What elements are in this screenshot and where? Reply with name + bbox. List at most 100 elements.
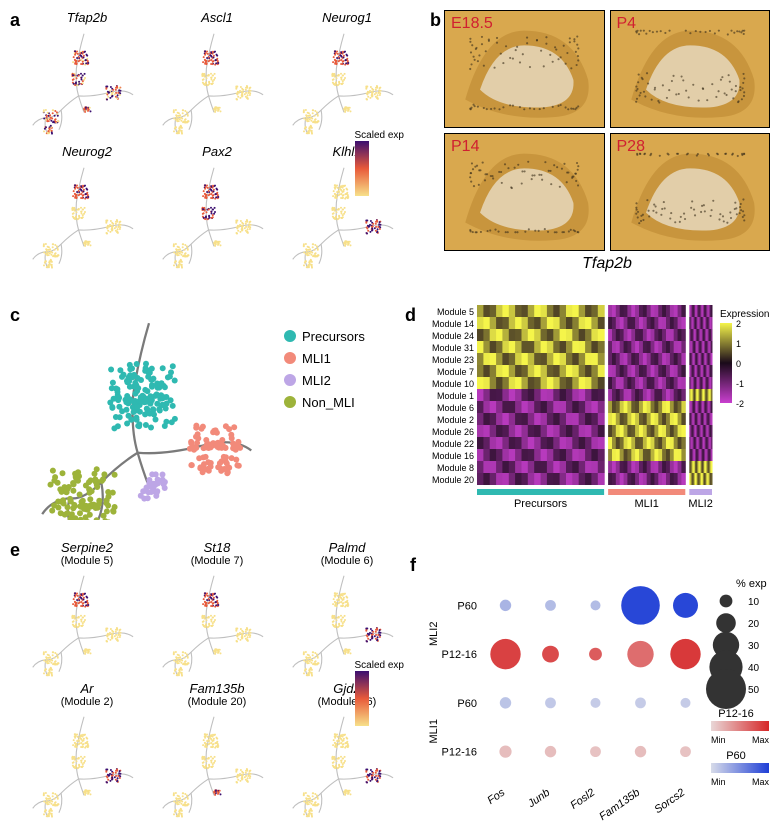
svg-text:10: 10 bbox=[748, 597, 760, 608]
module-sub: (Module 5) bbox=[24, 555, 150, 567]
stage-label: P4 bbox=[617, 15, 637, 33]
svg-text:Module 24: Module 24 bbox=[432, 331, 474, 341]
stage-label: P14 bbox=[451, 138, 479, 156]
module-sub: (Module 2) bbox=[24, 696, 150, 708]
ish-image: P14 bbox=[444, 133, 605, 251]
svg-text:MLI2: MLI2 bbox=[302, 373, 331, 388]
svg-text:Expression: Expression bbox=[720, 309, 769, 320]
svg-text:Precursors: Precursors bbox=[514, 498, 568, 510]
svg-text:Module 7: Module 7 bbox=[437, 367, 474, 377]
svg-text:Module 20: Module 20 bbox=[432, 475, 474, 485]
panel-c-label: c bbox=[10, 305, 20, 326]
svg-text:% exp: % exp bbox=[736, 578, 767, 590]
svg-text:1: 1 bbox=[736, 339, 741, 349]
svg-text:-1: -1 bbox=[736, 379, 744, 389]
svg-text:30: 30 bbox=[748, 641, 760, 652]
panel-c-legend: Precursors MLI1 MLI2 Non_MLI bbox=[284, 329, 365, 410]
svg-text:50: 50 bbox=[748, 685, 760, 696]
panel-f-label: f bbox=[410, 555, 760, 576]
svg-text:20: 20 bbox=[748, 619, 760, 630]
gene-name: Serpine2 bbox=[24, 540, 150, 555]
gene-name: Tfap2b bbox=[24, 10, 150, 25]
svg-text:Module 2: Module 2 bbox=[437, 415, 474, 425]
module-sub: (Module 6) bbox=[284, 555, 410, 567]
svg-text:Module 23: Module 23 bbox=[432, 355, 474, 365]
gene-name: Ar bbox=[24, 681, 150, 696]
gene-name: St18 bbox=[154, 540, 280, 555]
svg-text:-2: -2 bbox=[736, 399, 744, 409]
svg-text:Module 26: Module 26 bbox=[432, 427, 474, 437]
gene-name: Fam135b bbox=[154, 681, 280, 696]
svg-text:Min: Min bbox=[711, 735, 726, 745]
svg-text:P60: P60 bbox=[457, 698, 477, 710]
panel-e-cell: Serpine2 (Module 5) bbox=[24, 540, 150, 677]
panel-f: f P60P12-16P60P12-16MLI2MLI1FosJunbFosl2… bbox=[425, 555, 775, 836]
stage-label: P28 bbox=[617, 138, 645, 156]
svg-text:Module 6: Module 6 bbox=[437, 403, 474, 413]
gene-name: Neurog2 bbox=[24, 144, 150, 159]
panel-b-grid: E18.5 P4 P14 P28 bbox=[444, 10, 770, 251]
panel-a-cell: Pax2 bbox=[154, 144, 280, 274]
panel-a-cell: Neurog1 bbox=[284, 10, 410, 140]
ish-image: E18.5 bbox=[444, 10, 605, 128]
panel-d: d Module 5Module 14Module 24Module 31Mod… bbox=[405, 305, 775, 515]
svg-text:Module 31: Module 31 bbox=[432, 343, 474, 353]
svg-text:MLI1: MLI1 bbox=[634, 498, 658, 510]
svg-text:MLI1: MLI1 bbox=[428, 719, 440, 743]
panel-f-plot: P60P12-16P60P12-16MLI2MLI1FosJunbFosl2Fa… bbox=[425, 576, 775, 836]
svg-text:0: 0 bbox=[736, 359, 741, 369]
svg-text:Max: Max bbox=[752, 777, 770, 787]
gene-name: Ascl1 bbox=[154, 10, 280, 25]
svg-text:Fam135b: Fam135b bbox=[597, 787, 642, 823]
panel-c: c Precursors MLI1 MLI2 Non_MLI bbox=[10, 305, 395, 520]
svg-text:40: 40 bbox=[748, 663, 760, 674]
panel-c-plot: Precursors MLI1 MLI2 Non_MLI bbox=[24, 305, 395, 520]
module-sub: (Module 7) bbox=[154, 555, 280, 567]
svg-text:Sorcs2: Sorcs2 bbox=[652, 787, 687, 816]
svg-text:Junb: Junb bbox=[525, 787, 552, 811]
svg-text:Fosl2: Fosl2 bbox=[568, 787, 597, 812]
panel-b-gene: Tfap2b bbox=[444, 255, 770, 273]
legend-label: Scaled exp bbox=[355, 660, 404, 671]
svg-text:Module 14: Module 14 bbox=[432, 319, 474, 329]
panel-e-legend: Scaled exp bbox=[355, 660, 404, 726]
panel-d-label: d bbox=[405, 305, 416, 326]
svg-text:MLI2: MLI2 bbox=[428, 622, 440, 646]
panel-a-grid: Tfap2b Ascl1 Neurog1 bbox=[24, 10, 410, 274]
module-sub: (Module 20) bbox=[154, 696, 280, 708]
svg-text:Non_MLI: Non_MLI bbox=[302, 395, 355, 410]
panel-a-cell: Tfap2b bbox=[24, 10, 150, 140]
svg-text:Module 16: Module 16 bbox=[432, 451, 474, 461]
svg-text:Min: Min bbox=[711, 777, 726, 787]
panel-a-cell: Neurog2 bbox=[24, 144, 150, 274]
svg-text:Fos: Fos bbox=[485, 786, 507, 807]
svg-text:Precursors: Precursors bbox=[302, 329, 365, 344]
panel-e-cell: Palmd (Module 6) bbox=[284, 540, 410, 677]
svg-text:Module 10: Module 10 bbox=[432, 379, 474, 389]
legend-label: Scaled exp bbox=[355, 130, 404, 141]
svg-text:MLI1: MLI1 bbox=[302, 351, 331, 366]
svg-text:MLI2: MLI2 bbox=[688, 498, 712, 510]
panel-a-label: a bbox=[10, 10, 20, 31]
gene-name: Neurog1 bbox=[284, 10, 410, 25]
panel-b: b E18.5 P4 P14 P28 Tfap2b bbox=[430, 10, 770, 273]
panel-a: a Tfap2b Ascl1 Neurog1 bbox=[10, 10, 410, 274]
ish-image: P4 bbox=[610, 10, 771, 128]
svg-text:Max: Max bbox=[752, 735, 770, 745]
svg-text:P12-16: P12-16 bbox=[442, 649, 477, 661]
ish-image: P28 bbox=[610, 133, 771, 251]
panel-e-cell: Fam135b (Module 20) bbox=[154, 681, 280, 818]
svg-text:Module 1: Module 1 bbox=[437, 391, 474, 401]
svg-text:Module 5: Module 5 bbox=[437, 307, 474, 317]
svg-text:P12-16: P12-16 bbox=[442, 747, 477, 759]
svg-text:P60: P60 bbox=[457, 600, 477, 612]
panel-b-label: b bbox=[430, 10, 441, 31]
svg-text:2: 2 bbox=[736, 319, 741, 329]
svg-text:Module 22: Module 22 bbox=[432, 439, 474, 449]
svg-text:Module 8: Module 8 bbox=[437, 463, 474, 473]
gene-name: Palmd bbox=[284, 540, 410, 555]
panel-a-legend: Scaled exp bbox=[355, 130, 404, 196]
svg-text:P60: P60 bbox=[726, 750, 746, 762]
gene-name: Pax2 bbox=[154, 144, 280, 159]
panel-d-plot: Module 5 Module 14 Module 24 Module 31 Modul… bbox=[419, 305, 775, 515]
